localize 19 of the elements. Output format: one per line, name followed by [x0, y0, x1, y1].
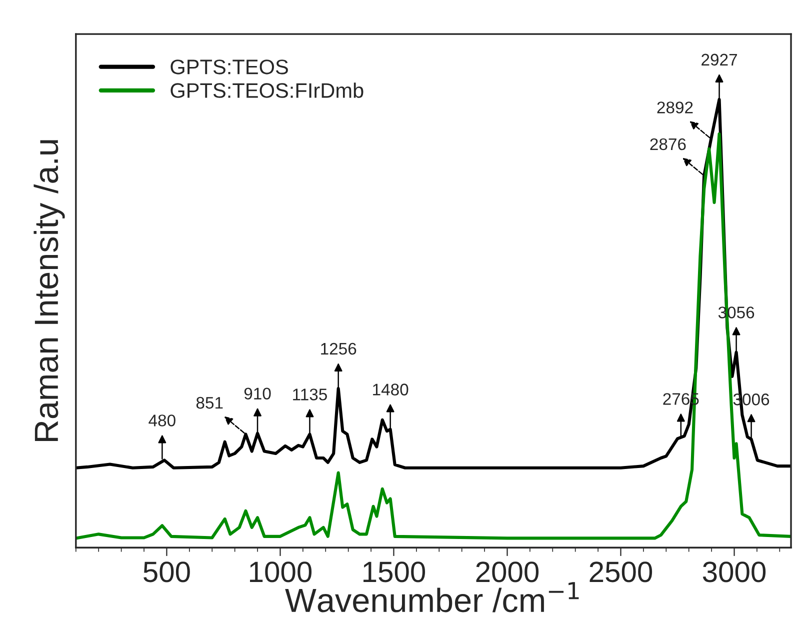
annotation: 2892	[657, 102, 693, 114]
annotation: 2927	[702, 54, 737, 66]
x-tick-label: 1000	[250, 562, 312, 582]
annotation: 2876	[650, 138, 686, 150]
legend-label: GPTS:TEOS:FIrDmb	[170, 82, 364, 98]
x-tick-label: 2500	[590, 562, 652, 582]
annotation: 480	[148, 414, 176, 426]
x-axis-title: Wavenumber /cm$^{−1}$	[285, 582, 579, 612]
annotation: 1135	[293, 388, 327, 400]
x-tick-label: 2000	[476, 562, 539, 582]
annotation: 851	[196, 396, 223, 409]
annotation: 1480	[373, 384, 408, 396]
y-axis-title: Raman Intensity /a.u	[34, 140, 65, 441]
annotation: 910	[244, 388, 271, 400]
annotation: 1256	[321, 342, 356, 355]
x-tick-label: 1500	[364, 562, 426, 582]
legend-label: GPTS:TEOS	[170, 60, 288, 74]
x-tick-label: 3000	[702, 562, 766, 582]
x-tick-label: 500	[144, 562, 190, 582]
